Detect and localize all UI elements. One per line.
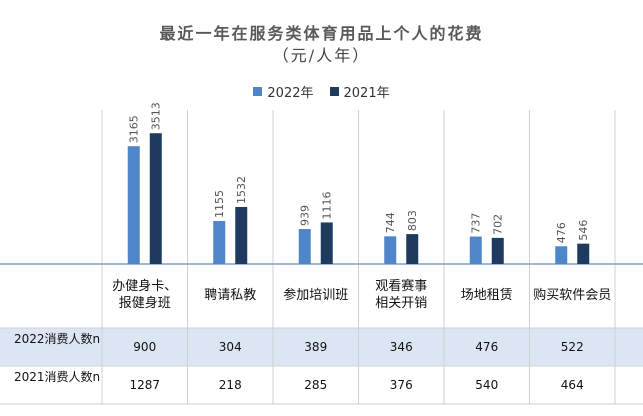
bar-2022-2	[298, 229, 311, 264]
data-label-2021-1: 1532	[235, 176, 248, 204]
data-label-2022-2: 939	[299, 205, 312, 226]
data-label-2022-4: 737	[470, 213, 483, 234]
data-label-2021-4: 702	[492, 214, 505, 235]
bar-2022-3	[384, 236, 397, 264]
data-label-2021-2: 1116	[321, 191, 334, 219]
data-label-2022-1: 1155	[213, 190, 226, 218]
legend-label-2022: 2022年	[267, 86, 314, 101]
table-row-label: 2021消费人数n	[14, 370, 101, 384]
table-cell: 476	[475, 340, 499, 354]
bar-2022-4	[469, 236, 482, 264]
bar-2021-0	[149, 133, 162, 264]
bar-2021-5	[577, 243, 590, 264]
bar-2021-3	[406, 234, 419, 264]
data-label-2022-0: 3165	[128, 115, 141, 143]
category-label-0: 办健身卡、 报健身班	[112, 279, 178, 311]
legend: 2022年 2021年	[0, 82, 643, 101]
category-label-1: 聘请私教	[204, 288, 257, 303]
table-cell: 900	[133, 340, 157, 354]
table-cell: 285	[304, 378, 328, 392]
table-cell: 522	[560, 340, 584, 354]
data-label-2022-5: 476	[555, 222, 568, 243]
chart-subtitle: （元/人年）	[272, 46, 371, 65]
table-cell: 346	[389, 340, 413, 354]
legend-swatch-2021	[329, 87, 339, 96]
data-label-2021-3: 803	[406, 210, 419, 231]
data-label-2022-3: 744	[384, 212, 397, 233]
legend-swatch-2022	[253, 87, 263, 96]
table-cell: 389	[304, 340, 328, 354]
data-label-2021-0: 3513	[150, 102, 163, 130]
legend-label-2021: 2021年	[343, 86, 390, 101]
table-cell: 540	[475, 378, 499, 392]
table-cell: 1287	[129, 378, 161, 392]
table-cell: 218	[218, 378, 242, 392]
legend-item-2021: 2021年	[329, 82, 390, 101]
bar-2022-1	[213, 221, 226, 264]
data-label-2021-5: 546	[577, 220, 590, 241]
category-label-3: 观看赛事 相关开销	[375, 279, 428, 311]
table-row-bg-2022	[0, 328, 643, 366]
legend-item-2022: 2022年	[253, 82, 314, 101]
bar-2021-4	[491, 237, 504, 264]
chart-title: 最近一年在服务类体育用品上个人的花费	[159, 24, 484, 43]
category-label-5: 购买软件会员	[533, 288, 612, 303]
table-row-label: 2022消费人数n	[14, 332, 101, 346]
bar-2022-5	[555, 246, 568, 264]
category-label-2: 参加培训班	[283, 288, 349, 303]
bar-2021-1	[235, 206, 248, 264]
bar-2022-0	[127, 146, 140, 264]
table-cell: 376	[389, 378, 413, 392]
category-label-4: 场地租赁	[460, 288, 513, 303]
table-row-bg-2021	[0, 366, 643, 404]
table-cell: 304	[218, 340, 242, 354]
table-cell: 464	[560, 378, 584, 392]
bar-2021-2	[320, 222, 333, 264]
